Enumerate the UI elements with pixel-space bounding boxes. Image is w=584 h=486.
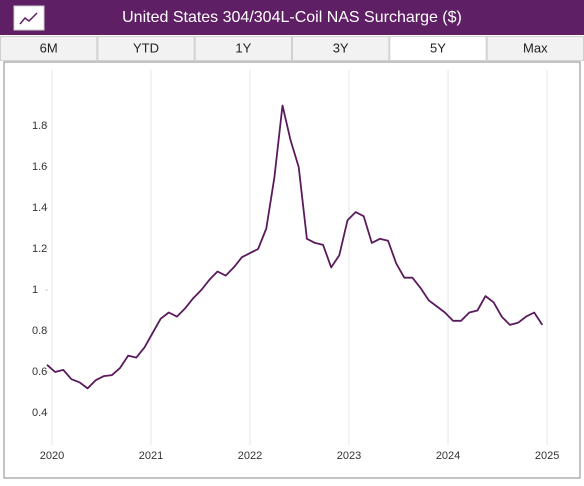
x-tick-label: 2025 xyxy=(535,450,559,462)
tab-label[interactable]: 1Y xyxy=(235,40,251,55)
tab-label[interactable]: YTD xyxy=(133,40,159,55)
x-tick-label: 2022 xyxy=(238,450,262,462)
y-tick-label: 1.2 xyxy=(32,243,47,255)
tab[interactable] xyxy=(97,36,195,61)
y-tick-label: 1.8 xyxy=(32,120,47,132)
tab[interactable] xyxy=(194,36,293,61)
tab[interactable] xyxy=(486,36,584,61)
chart-icon[interactable] xyxy=(13,5,45,31)
y-tick-label: 1.6 xyxy=(32,161,47,173)
title-bar xyxy=(0,0,584,35)
x-tick-label: 2023 xyxy=(337,450,361,462)
tab[interactable] xyxy=(292,36,390,61)
tab-label[interactable]: 5Y xyxy=(430,40,446,55)
y-tick-label: 0.8 xyxy=(32,325,47,337)
tab-row: 6M YTD 1Y 3Y 5Y Max xyxy=(0,36,584,61)
tab[interactable] xyxy=(0,36,98,61)
y-tick-label: 1.4 xyxy=(32,202,47,214)
y-tick-label: 1 xyxy=(32,284,38,296)
x-tick-label: 2024 xyxy=(436,450,460,462)
y-tick-label: 0.4 xyxy=(32,407,47,419)
y-tick-label: 0.6 xyxy=(32,366,47,378)
tab[interactable] xyxy=(389,36,487,61)
tab-label[interactable]: Max xyxy=(523,40,548,55)
icon-glyph xyxy=(19,12,38,25)
x-tick-label: 2021 xyxy=(139,450,163,462)
chart-frame xyxy=(3,61,581,479)
tab-label[interactable]: 3Y xyxy=(333,40,349,55)
chart-title: United States 304/304L-Coil NAS Surcharg… xyxy=(122,9,462,26)
data-line xyxy=(46,104,544,390)
x-tick-label: 2020 xyxy=(40,450,64,462)
tab-label[interactable]: 6M xyxy=(40,40,58,55)
plot: 2020 2021 2022 2023 2024 2025 0.4 0.6 0.8 1 1.2 1.4… xyxy=(32,70,559,462)
